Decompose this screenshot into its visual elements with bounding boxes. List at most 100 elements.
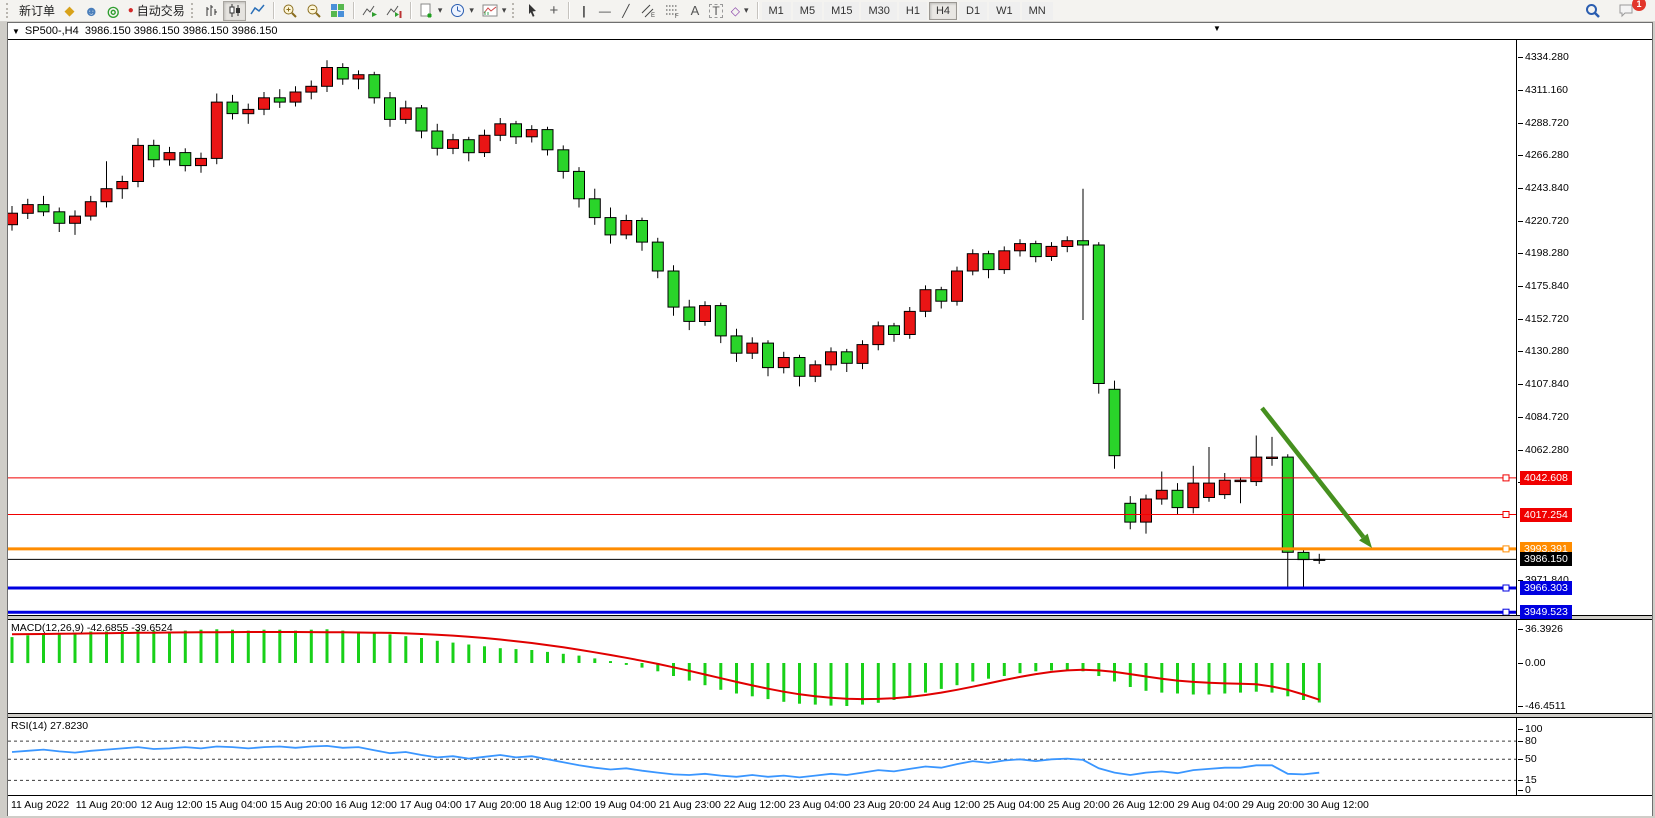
main-toolbar: 新订单 ◆ ☻ ◎ ● 自动交易 ▾ ▾ ▾ bbox=[0, 0, 1655, 22]
axis-tick bbox=[1518, 663, 1523, 664]
time-axis-label: 25 Aug 04:00 bbox=[983, 799, 1045, 811]
price-tick-label: 4311.160 bbox=[1525, 84, 1569, 97]
price-tick-label: 4152.720 bbox=[1525, 313, 1569, 325]
panel-resize-handle[interactable] bbox=[8, 714, 1652, 717]
macd-tick-label: 36.3926 bbox=[1525, 623, 1563, 636]
toolbar-drag-handle[interactable] bbox=[190, 3, 196, 18]
timeframe-button-MN[interactable]: MN bbox=[1021, 1, 1053, 20]
time-axis-label: 17 Aug 04:00 bbox=[399, 799, 462, 811]
axis-tick bbox=[1518, 383, 1523, 385]
timeframe-button-M15[interactable]: M15 bbox=[824, 1, 860, 20]
timeframe-button-H4[interactable]: H4 bbox=[928, 1, 958, 20]
macd-indicator-label: MACD(12,26,9) -42.6855 -39.6524 bbox=[11, 622, 173, 634]
text-button[interactable]: A bbox=[684, 1, 705, 21]
axis-tick bbox=[1518, 759, 1523, 761]
vertical-line-button[interactable]: | bbox=[573, 1, 594, 21]
toolbar-drag-handle[interactable] bbox=[512, 3, 517, 18]
chart-title: SP500-,H4 3986.150 3986.150 3986.150 398… bbox=[24, 25, 278, 37]
price-tick-label: 4220.720 bbox=[1525, 214, 1569, 227]
person-icon: ☻ bbox=[84, 2, 99, 19]
time-axis[interactable]: 11 Aug 2022 11 Aug 20:00 12 Aug 12:00 15 Au… bbox=[8, 796, 1652, 816]
search-button[interactable] bbox=[1581, 1, 1605, 21]
templates-button[interactable]: ▾ bbox=[478, 1, 511, 21]
time-axis-label: 22 Aug 12:00 bbox=[723, 799, 786, 811]
equidistant-channel-button[interactable]: E bbox=[636, 1, 660, 21]
price-axis[interactable]: 4334.280 4311.160 4288.720 4266.280 4243.840… bbox=[1518, 40, 1652, 796]
candlestick-plot[interactable] bbox=[8, 40, 1517, 615]
chart-shift-button[interactable] bbox=[382, 1, 406, 21]
chart-title-bar[interactable]: ▼ SP500-,H4 3986.150 3986.150 3986.150 3… bbox=[8, 23, 1652, 40]
rsi-panel: RSI(14) 27.8230 bbox=[8, 717, 1652, 796]
signals-button[interactable]: ◎ bbox=[103, 1, 124, 21]
timeframe-button-H1[interactable]: H1 bbox=[898, 1, 927, 20]
search-icon bbox=[1586, 3, 1600, 18]
price-tick-label: 4266.280 bbox=[1525, 149, 1569, 162]
toolbar-drag-handle[interactable] bbox=[6, 3, 11, 18]
axis-tick bbox=[1518, 220, 1523, 222]
auto-scroll-button[interactable] bbox=[358, 1, 382, 21]
timeframe-button-W1[interactable]: W1 bbox=[989, 1, 1020, 20]
panel-resize-handle[interactable] bbox=[8, 616, 1652, 619]
arrows-button[interactable]: ◇ ▾ bbox=[727, 1, 753, 21]
timeframe-toolbar: M1 M5 M15 M30 H1 H4 D1 W1 MN bbox=[761, 1, 1053, 20]
crosshair-icon: + bbox=[549, 2, 559, 19]
timeframe-button-M5[interactable]: M5 bbox=[792, 1, 823, 20]
price-tick-label: 4130.280 bbox=[1525, 345, 1569, 358]
rsi-tick-label: 0 bbox=[1525, 783, 1531, 796]
axis-tick bbox=[1518, 57, 1523, 58]
crosshair-button[interactable]: + bbox=[543, 1, 564, 21]
candlestick-chart-icon bbox=[229, 4, 240, 17]
axis-tick bbox=[1518, 580, 1523, 581]
rsi-tick-label: 50 bbox=[1525, 753, 1537, 766]
auto-trading-button[interactable]: ● 自动交易 bbox=[124, 1, 189, 21]
dropdown-icon: ▾ bbox=[501, 5, 507, 15]
timeframe-button-M30[interactable]: M30 bbox=[861, 1, 897, 20]
axis-tick bbox=[1518, 741, 1523, 743]
axis-tick bbox=[1518, 417, 1523, 419]
time-axis-label: 29 Aug 04:00 bbox=[1177, 799, 1240, 811]
rsi-plot[interactable] bbox=[8, 718, 1517, 795]
accounts-button[interactable]: ☻ bbox=[80, 1, 103, 21]
periods-button[interactable]: ▾ bbox=[446, 1, 478, 21]
axis-tick bbox=[1518, 729, 1523, 730]
time-axis-label: 25 Aug 20:00 bbox=[1047, 799, 1110, 811]
trendline-button[interactable]: ╱ bbox=[615, 1, 636, 21]
axis-tick bbox=[1518, 351, 1523, 353]
line-chart-button[interactable] bbox=[246, 1, 269, 21]
timeframe-button-D1[interactable]: D1 bbox=[959, 1, 988, 20]
time-axis-label: 29 Aug 20:00 bbox=[1242, 799, 1305, 811]
horizontal-line-button[interactable]: — bbox=[594, 1, 615, 21]
window-menu-icon[interactable]: ▼ bbox=[12, 26, 20, 36]
new-order-button[interactable]: 新订单 bbox=[15, 1, 59, 21]
text-label-button[interactable]: T bbox=[705, 1, 726, 21]
axis-tick bbox=[1518, 187, 1523, 189]
zoom-out-icon bbox=[307, 4, 321, 18]
dropdown-icon: ▾ bbox=[743, 5, 749, 15]
macd-plot[interactable] bbox=[8, 620, 1517, 713]
svg-text:F: F bbox=[675, 14, 679, 18]
zoom-in-button[interactable] bbox=[278, 1, 302, 21]
bar-chart-button[interactable] bbox=[200, 1, 223, 21]
zoom-out-button[interactable] bbox=[302, 1, 326, 21]
price-line-label: 4017.254 bbox=[1520, 507, 1572, 522]
candlestick-chart-button[interactable] bbox=[222, 0, 246, 21]
price-tick-label: 4062.280 bbox=[1525, 443, 1569, 456]
timeframe-button-M1[interactable]: M1 bbox=[761, 1, 791, 20]
text-icon: A bbox=[690, 3, 700, 18]
price-tick-label: 4107.840 bbox=[1525, 377, 1569, 390]
time-axis-label: 23 Aug 04:00 bbox=[788, 799, 851, 811]
gold-tag-button[interactable]: ◆ bbox=[59, 1, 80, 21]
axis-tick bbox=[1518, 789, 1523, 791]
dropdown-icon: ▾ bbox=[437, 5, 443, 15]
tile-windows-button[interactable] bbox=[326, 1, 349, 21]
fibonacci-button[interactable]: F bbox=[660, 1, 684, 21]
cursor-button[interactable] bbox=[521, 1, 543, 21]
macd-tick-label: 0.00 bbox=[1525, 657, 1546, 669]
new-chart-button[interactable]: ▾ bbox=[415, 1, 447, 21]
notification-badge: 1 bbox=[1632, 0, 1646, 11]
time-axis-label: 19 Aug 04:00 bbox=[594, 799, 657, 811]
notifications-button[interactable]: 1 bbox=[1614, 0, 1646, 21]
cursor-icon bbox=[529, 4, 537, 17]
vertical-line-icon: | bbox=[582, 3, 586, 18]
time-axis-label: 17 Aug 20:00 bbox=[464, 799, 527, 811]
